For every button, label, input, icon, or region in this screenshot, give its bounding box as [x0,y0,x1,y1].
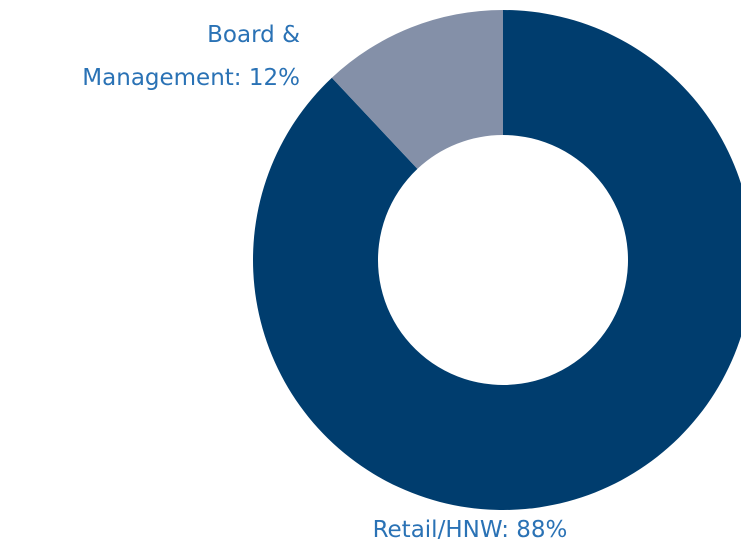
donut-slice [253,10,741,510]
slice-label-line: Board & [207,22,300,48]
donut-slice [331,9,503,169]
slice-label-line: Management: 12% [82,65,300,91]
slice-label-line: Retail/HNW: 88% [373,517,568,543]
slice-label: Retail/HNW: 88% [373,517,568,543]
slice-label: Board & Management: 12% [82,22,300,91]
